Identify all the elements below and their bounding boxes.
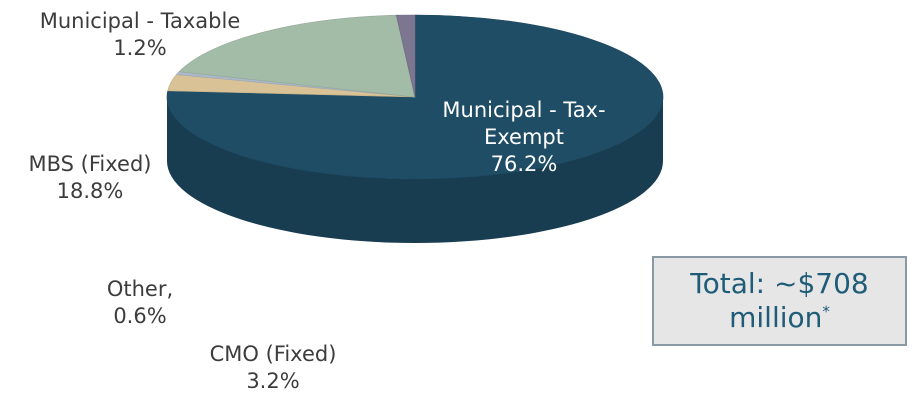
total-callout: Total: ~$708 million* [652,256,907,346]
total-line-2-text: million [729,301,823,334]
slice-name-line: MBS (Fixed) [28,152,152,176]
slice-value: 76.2% [490,152,558,176]
slice-value: 18.8% [56,179,124,203]
slice-value: 0.6% [113,304,167,328]
total-line-1: Total: ~$708 [690,267,869,300]
slice-label-other: Other, 0.6% [82,276,198,330]
total-line-2: million* [729,301,830,335]
slice-name-line: Municipal - Tax- [442,98,606,122]
slice-value: 1.2% [113,36,167,60]
slice-name-line: Other, [106,277,174,301]
slice-name-line: Municipal - Taxable [39,9,241,33]
slice-label-mbs-fixed: MBS (Fixed) 18.8% [0,151,180,205]
pie-slice [178,14,416,98]
slice-value: 3.2% [246,369,300,393]
total-footnote-marker: * [822,302,830,321]
slice-name-line: Exempt [484,125,564,149]
slice-side-wall [167,97,663,243]
slice-label-municipal-taxable: Municipal - Taxable 1.2% [0,8,280,62]
pie-slice [395,14,416,98]
slice-label-cmo-fixed: CMO (Fixed) 3.2% [175,341,371,395]
slice-name-line: CMO (Fixed) [209,342,337,366]
slice-label-municipal-tax-exempt: Municipal - Tax- Exempt 76.2% [408,97,640,178]
